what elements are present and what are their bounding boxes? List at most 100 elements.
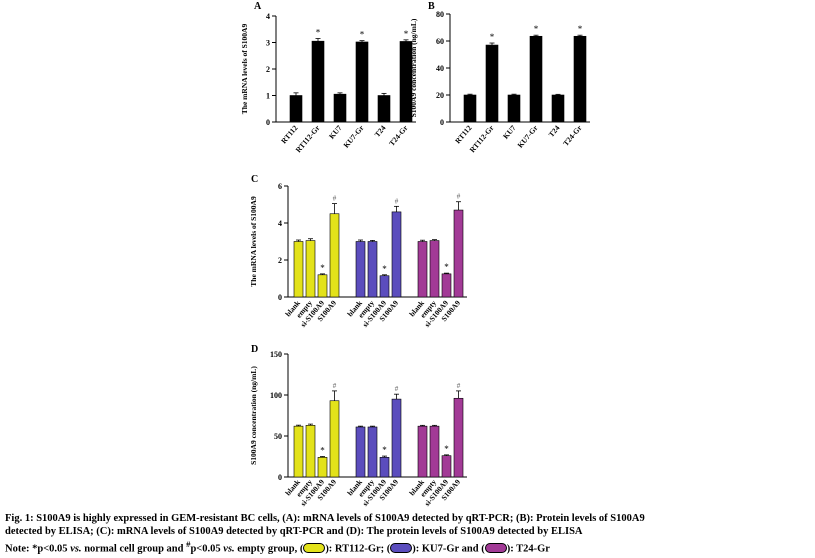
y-tick-label-d: 100 <box>270 391 282 400</box>
y-tick-label-d: 0 <box>278 473 282 482</box>
sig-mark-d: # <box>333 382 337 390</box>
sig-mark-d: * <box>444 444 449 454</box>
bar-a <box>289 95 303 123</box>
note-hash: # <box>186 539 191 549</box>
bar-c <box>329 213 340 298</box>
sig-mark-c: # <box>395 197 399 205</box>
sig-mark-c: # <box>333 195 337 203</box>
figure-caption: Fig. 1: S100A9 is highly expressed in GE… <box>5 512 810 556</box>
y-tick-label-d: 150 <box>270 350 282 359</box>
legend-label-2: ): KU7-Gr and ( <box>412 543 485 555</box>
bar-c <box>379 275 390 298</box>
sig-mark-d: # <box>457 382 461 390</box>
y-tick-label-b: 0 <box>440 118 444 127</box>
y-tick-label-c: 4 <box>278 219 282 228</box>
bar-c <box>417 241 428 298</box>
bar-a <box>377 95 391 123</box>
note-prefix: Note: *p<0.05 <box>5 543 71 555</box>
note-mid: normal cell group and <box>81 543 187 555</box>
legend-swatch-yellow <box>303 542 326 553</box>
sig-mark-a: * <box>404 29 409 39</box>
x-tick-label-b: KU7 <box>501 123 518 140</box>
x-tick-label-b: T24-Gr <box>561 123 584 148</box>
x-tick-label-a: T24 <box>373 123 388 139</box>
bar-b <box>551 94 565 123</box>
legend-swatch-purple <box>484 542 507 553</box>
bar-b <box>573 35 587 123</box>
bar-c <box>293 241 304 298</box>
x-tick-label-b: KU7-Gr <box>515 123 539 150</box>
bar-d <box>367 426 378 478</box>
legend-swatch-blue <box>390 542 413 553</box>
bar-b <box>529 35 543 123</box>
x-tick-label-b: RT112-Gr <box>468 123 496 154</box>
bar-c <box>317 274 328 298</box>
bar-d <box>429 425 440 478</box>
bar-b <box>463 94 477 123</box>
y-tick-label-a: 1 <box>266 92 270 101</box>
panel-letter-d: D <box>251 344 258 355</box>
note-vs-1: vs. <box>70 543 82 555</box>
x-tick-label-b: RT112 <box>453 123 474 145</box>
panel-letter-a: A <box>254 1 262 12</box>
sig-mark-a: * <box>316 28 321 38</box>
bar-c <box>429 240 440 298</box>
bar-a <box>333 93 347 123</box>
sig-mark-b: * <box>490 32 495 42</box>
bar-d <box>453 397 464 478</box>
bar-c <box>391 211 402 298</box>
caption-line-2: detected by ELISA; (C): mRNA levels of S… <box>5 526 583 537</box>
sig-mark-a: * <box>360 30 365 40</box>
y-tick-label-a: 3 <box>266 39 270 48</box>
x-tick-label-b: T24 <box>547 123 562 139</box>
y-axis-label-b: S100A9 concentration (ng/mL) <box>409 18 418 117</box>
sig-mark-d: * <box>382 445 387 455</box>
bar-b <box>485 44 499 123</box>
bar-b <box>507 94 521 123</box>
bar-d <box>379 457 390 478</box>
bar-c <box>305 240 316 298</box>
panel-letter-c: C <box>251 174 258 185</box>
y-tick-label-b: 20 <box>436 91 444 100</box>
bar-a <box>355 41 369 123</box>
sig-mark-b: * <box>534 24 539 34</box>
y-tick-label-b: 80 <box>436 10 444 19</box>
y-tick-label-c: 0 <box>278 293 282 302</box>
sig-mark-b: * <box>578 24 583 34</box>
sig-mark-c: * <box>444 262 449 272</box>
y-tick-label-a: 2 <box>266 65 270 74</box>
y-tick-label-a: 4 <box>266 12 270 21</box>
bar-a <box>311 40 325 123</box>
sig-mark-d: # <box>395 385 399 393</box>
bar-d <box>329 400 340 478</box>
y-tick-label-b: 60 <box>436 37 444 46</box>
bar-d <box>293 425 304 478</box>
x-tick-label-a: T24-Gr <box>387 123 410 148</box>
note-mid2: empty group, ( <box>234 543 304 555</box>
panel-letter-b: B <box>428 1 435 12</box>
y-tick-label-d: 50 <box>274 432 282 441</box>
sig-mark-c: # <box>457 193 461 201</box>
sig-mark-d: * <box>320 446 325 456</box>
y-tick-label-c: 2 <box>278 256 282 265</box>
bar-d <box>355 426 366 478</box>
x-tick-label-a: RT112-Gr <box>294 123 322 154</box>
bar-c <box>355 241 366 298</box>
bar-d <box>317 457 328 478</box>
note-vs-2: vs. <box>223 543 235 555</box>
bar-c <box>367 241 378 298</box>
bar-c <box>441 273 452 298</box>
x-tick-label-a: KU7-Gr <box>341 123 365 150</box>
bar-d <box>417 425 428 478</box>
y-axis-label-c: The mRNA levels of S100A9 <box>249 196 258 287</box>
caption-note: Note: *p<0.05 vs. normal cell group and … <box>5 538 810 556</box>
y-axis-label-a: The mRNA levels of S100A9 <box>240 24 249 115</box>
bar-d <box>391 398 402 478</box>
caption-line-1: Fig. 1: S100A9 is highly expressed in GE… <box>5 513 645 524</box>
legend-label-1: ): RT112-Gr; ( <box>325 543 391 555</box>
y-axis-label-d: S100A9 concentration (ng/mL) <box>249 366 258 465</box>
sig-mark-c: * <box>382 264 387 274</box>
y-tick-label-c: 6 <box>278 182 282 191</box>
figure-canvas: A 0 1 2 3 4 The mRNA levels of S100A9 RT112 * RT1… <box>240 1 590 508</box>
legend-label-3: ): T24-Gr <box>506 543 550 555</box>
